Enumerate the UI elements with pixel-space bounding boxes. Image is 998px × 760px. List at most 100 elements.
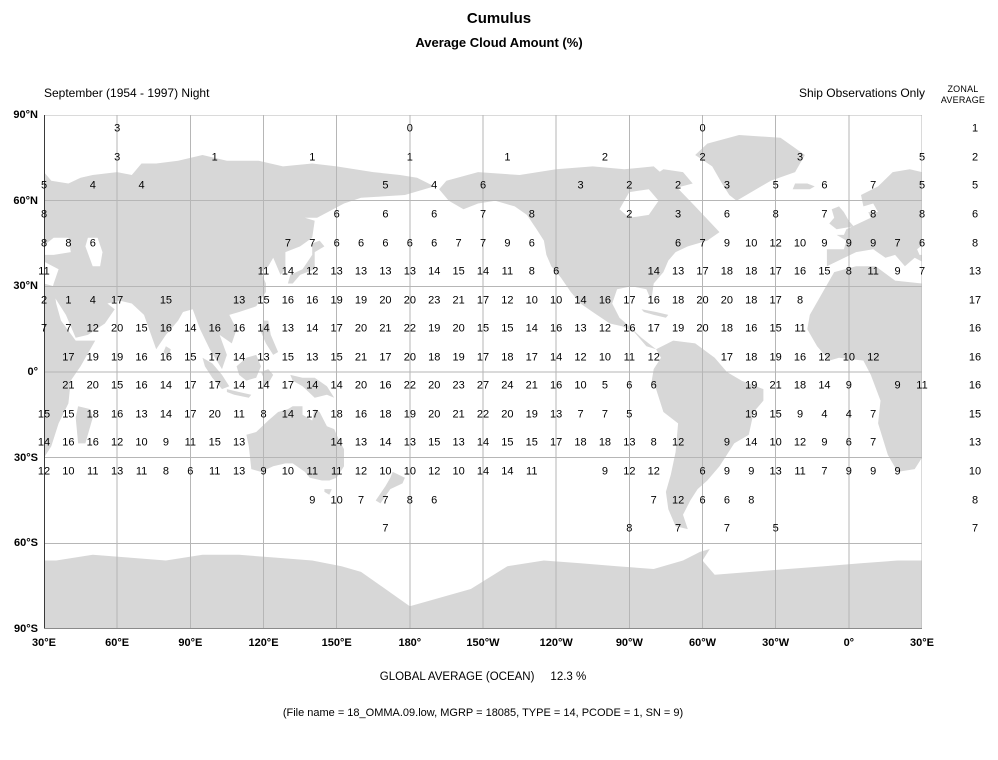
grid-value: 17 [696, 265, 709, 278]
grid-value: 5 [772, 522, 779, 535]
grid-value: 10 [550, 294, 563, 307]
grid-value: 5 [918, 179, 926, 192]
land-shape [641, 309, 669, 318]
global-average: GLOBAL AVERAGE (OCEAN) 12.3 % [44, 671, 922, 683]
grid-value: 3 [723, 179, 730, 192]
grid-value: 14 [330, 436, 343, 449]
grid-value: 7 [40, 322, 48, 335]
grid-value: 16 [745, 322, 758, 335]
grid-value: 9 [870, 237, 877, 249]
grid-value: 8 [528, 265, 535, 278]
grid-value: 20 [696, 322, 709, 335]
grid-value: 7 [284, 237, 291, 249]
grid-value: 17 [379, 351, 392, 364]
inland-water-shape [44, 237, 71, 255]
lon-axis-label: 90°E [178, 637, 203, 649]
grid-value: 14 [306, 322, 319, 335]
zonal-average-value: 8 [971, 494, 979, 506]
grid-value: 21 [379, 322, 392, 335]
grid-value: 19 [745, 379, 758, 392]
zonal-average-value: 13 [968, 265, 982, 278]
zonal-average-value: 15 [968, 408, 982, 421]
grid-value: 15 [159, 294, 173, 307]
grid-value: 2 [699, 151, 706, 164]
land-shape [695, 135, 805, 201]
grid-value: 17 [330, 322, 343, 335]
lon-axis-label: 30°W [762, 637, 790, 649]
grid-value: 9 [894, 379, 901, 392]
grid-value: 9 [870, 465, 877, 478]
grid-value: 17 [184, 379, 197, 392]
land-shape [287, 240, 325, 284]
grid-value: 10 [403, 465, 416, 478]
grid-value: 12 [818, 351, 831, 364]
grid-value: 16 [598, 294, 612, 307]
grid-value: 20 [111, 322, 124, 335]
period-label: September (1954 - 1997) Night [44, 86, 210, 100]
grid-value: 21 [525, 379, 538, 392]
grid-value: 19 [769, 351, 782, 364]
grid-value: 10 [62, 465, 75, 478]
grid-value: 7 [723, 522, 730, 535]
grid-value: 20 [354, 322, 368, 335]
grid-value: 12 [671, 436, 685, 449]
grid-value: 10 [330, 494, 343, 506]
land-shape [826, 169, 922, 267]
grid-value: 6 [333, 208, 340, 221]
grid-value: 2 [626, 179, 633, 192]
grid-value: 6 [187, 465, 194, 478]
grid-value: 18 [793, 379, 807, 392]
grid-value: 20 [86, 379, 99, 392]
grid-value: 6 [357, 237, 365, 249]
grid-value: 20 [208, 408, 221, 421]
grid-value: 6 [699, 494, 706, 506]
grid-value: 17 [647, 322, 660, 335]
grid-value: 18 [501, 351, 514, 364]
grid-value: 15 [62, 408, 75, 421]
lon-axis-label: 30°E [32, 637, 56, 649]
land-shape [409, 549, 922, 629]
grid-value: 18 [720, 265, 733, 278]
grid-value: 23 [428, 294, 441, 307]
grid-value: 6 [89, 237, 96, 249]
grid-value: 14 [159, 408, 173, 421]
grid-value: 14 [818, 379, 831, 392]
grid-value: 11 [794, 322, 806, 335]
land-shape [261, 320, 279, 355]
grid-value: 11 [209, 465, 221, 478]
grid-value: 1 [65, 294, 72, 307]
grid-value: 7 [870, 436, 877, 449]
grid-value: 9 [162, 436, 169, 449]
grid-value: 3 [796, 151, 804, 164]
grid-value: 10 [842, 351, 855, 364]
land-shape [236, 354, 261, 381]
grid-value: 11 [306, 465, 318, 478]
grid-value: 19 [525, 408, 538, 421]
grid-value: 15 [37, 408, 51, 421]
grid-value: 13 [306, 351, 319, 364]
grid-value: 11 [135, 465, 148, 478]
inland-water-shape [85, 237, 103, 267]
grid-value: 15 [452, 265, 465, 278]
grid-value: 13 [354, 436, 368, 449]
lon-axis-label: 150°W [466, 637, 500, 649]
grid-value: 13 [574, 322, 587, 335]
grid-value: 15 [818, 265, 831, 278]
grid-value: 8 [65, 237, 72, 249]
grid-value: 17 [62, 351, 75, 364]
grid-value: 11 [526, 465, 538, 478]
grid-value: 19 [330, 294, 343, 307]
grid-value: 8 [650, 436, 657, 449]
grid-value: 14 [574, 294, 587, 307]
grid-value: 12 [867, 351, 880, 364]
grid-value: 5 [626, 408, 633, 421]
grid-value: 15 [208, 436, 221, 449]
grid-value: 8 [260, 408, 267, 421]
grid-value: 7 [650, 494, 657, 506]
land-shape [44, 554, 410, 629]
grid-value: 10 [769, 436, 782, 449]
grid-value: 3 [577, 179, 584, 192]
grid-value: 9 [894, 265, 901, 278]
grid-value: 4 [89, 179, 96, 192]
grid-value: 24 [501, 379, 514, 392]
